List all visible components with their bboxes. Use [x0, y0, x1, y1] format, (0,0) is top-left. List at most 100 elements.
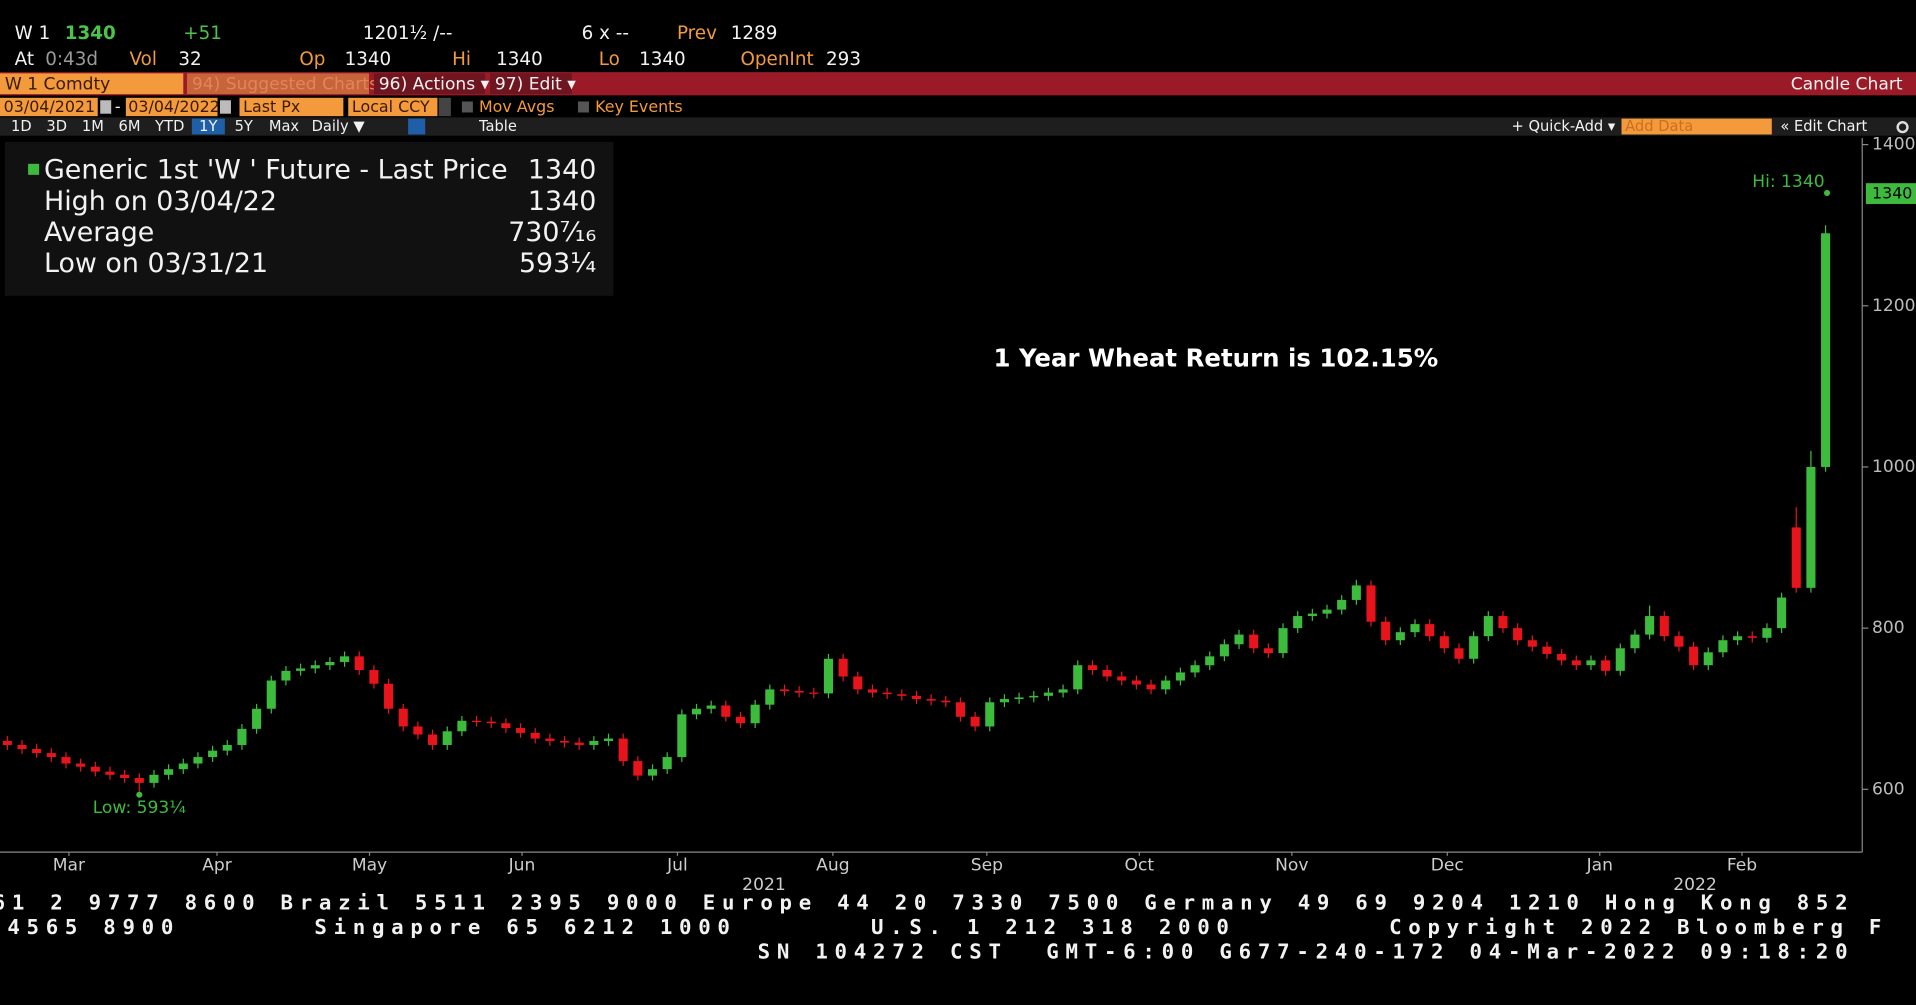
open-interest-value: 293 — [826, 49, 861, 70]
period-selected[interactable] — [191, 118, 225, 135]
high-label: Hi — [452, 49, 471, 70]
candle-body — [208, 750, 218, 758]
candle-body — [779, 689, 790, 691]
quick-add[interactable]: + Quick-Add ▾ — [1512, 118, 1616, 135]
period-button[interactable]: 5Y — [235, 118, 253, 135]
end-date-box[interactable] — [125, 97, 218, 117]
period-button[interactable]: YTD — [154, 118, 184, 135]
ticker: W 1 — [15, 23, 51, 44]
candle-body — [1425, 624, 1435, 637]
period-button[interactable]: 1Y — [199, 118, 217, 135]
frequency[interactable]: Daily ▼ — [312, 118, 366, 135]
field-box[interactable] — [239, 97, 344, 117]
candle-body — [384, 683, 394, 709]
candle-body — [428, 734, 438, 745]
period-button[interactable]: 6M — [119, 118, 141, 135]
suggested-button[interactable] — [186, 73, 370, 95]
checkbox[interactable] — [577, 101, 589, 113]
add-data[interactable]: Add Data — [1625, 118, 1693, 135]
currency-box[interactable] — [348, 97, 438, 117]
candle-body — [1439, 636, 1449, 649]
candle-body — [1410, 624, 1420, 633]
candle-body — [1542, 646, 1552, 654]
period-button[interactable]: 1M — [82, 118, 104, 135]
candle-body — [823, 658, 834, 694]
legend-label: Low on 03/31/21 — [44, 248, 268, 279]
start-date[interactable]: 03/04/2021 — [4, 97, 95, 116]
candle-body — [1102, 670, 1112, 677]
legend-value: 730⁷⁄₁₆ — [508, 217, 596, 248]
candle-body — [1131, 680, 1141, 685]
chart-kind: Candle Chart — [1791, 74, 1903, 94]
candle-body — [1234, 634, 1244, 645]
x-tick-label: Nov — [1275, 856, 1308, 876]
candle-body — [164, 769, 174, 775]
currency-dropdown[interactable] — [438, 97, 451, 117]
mov-avgs[interactable]: Mov Avgs — [479, 97, 555, 116]
candle-body — [1029, 695, 1039, 698]
candle-body — [1689, 646, 1699, 666]
low-label: Lo — [599, 49, 620, 70]
security[interactable]: W 1 Comdty — [5, 74, 110, 94]
candle-body — [662, 757, 672, 770]
candle-body — [237, 728, 247, 745]
key-events[interactable]: Key Events — [595, 97, 683, 116]
last-price-badge — [1865, 183, 1916, 204]
x-tick-label: Aug — [816, 856, 849, 876]
legend-value: 593¼ — [519, 248, 596, 279]
dash: - — [115, 97, 121, 116]
candle-body — [530, 732, 540, 739]
legend-label: High on 03/04/22 — [44, 186, 277, 217]
x-tick-label: May — [352, 856, 387, 876]
currency[interactable]: Local CCY — [352, 97, 430, 116]
candle-body — [310, 665, 320, 669]
security-box[interactable] — [0, 73, 184, 95]
candle-body — [1366, 585, 1376, 622]
candle-body — [252, 708, 262, 729]
suggested-charts[interactable]: 94) Suggested Charts — [192, 74, 378, 94]
candle-body — [721, 705, 731, 717]
candle-body — [120, 774, 130, 779]
candle-body — [750, 704, 760, 724]
candle-body — [559, 740, 570, 743]
checkbox[interactable] — [461, 101, 473, 113]
end-date[interactable]: 03/04/2022 — [128, 97, 219, 116]
edit[interactable]: 97) Edit ▾ — [495, 74, 576, 94]
actions[interactable]: 96) Actions ▾ — [379, 74, 490, 94]
candle-body — [134, 778, 144, 783]
candle-body — [1762, 628, 1772, 638]
edit-button[interactable] — [489, 73, 572, 95]
chart-type-icon[interactable] — [408, 118, 426, 135]
actions-button[interactable] — [373, 73, 486, 95]
candle-body — [809, 692, 819, 694]
calendar-icon[interactable] — [219, 100, 231, 114]
period-button[interactable]: 1D — [11, 118, 32, 135]
candle-body — [1190, 665, 1200, 673]
field[interactable]: Last Px — [243, 97, 300, 116]
candle-body — [398, 708, 408, 727]
candle-body — [1073, 665, 1083, 690]
candle-body — [1205, 656, 1215, 666]
candle-body — [296, 668, 306, 671]
period-button[interactable]: 3D — [46, 118, 67, 135]
candle-body — [911, 695, 921, 700]
x-tick-label: Jun — [508, 856, 536, 876]
settings-icon[interactable] — [1896, 121, 1909, 134]
calendar-icon[interactable] — [100, 100, 112, 114]
candle-body — [1645, 616, 1655, 635]
prev-value: 1289 — [731, 23, 778, 44]
candle-body — [1806, 466, 1816, 588]
candle-body — [1571, 660, 1581, 666]
edit-chart[interactable]: « Edit Chart — [1780, 118, 1867, 135]
candle-body — [1263, 648, 1273, 654]
candle-body — [1043, 692, 1053, 696]
candle-body — [1527, 640, 1537, 647]
candle-body — [90, 766, 100, 772]
candle-body — [1117, 676, 1127, 681]
table[interactable]: Table — [478, 118, 517, 135]
add-data-box[interactable] — [1621, 118, 1772, 135]
period-button[interactable]: Max — [269, 118, 300, 135]
start-date-box[interactable] — [0, 97, 98, 117]
candle-body — [1395, 632, 1405, 641]
candle-body — [1278, 628, 1288, 654]
